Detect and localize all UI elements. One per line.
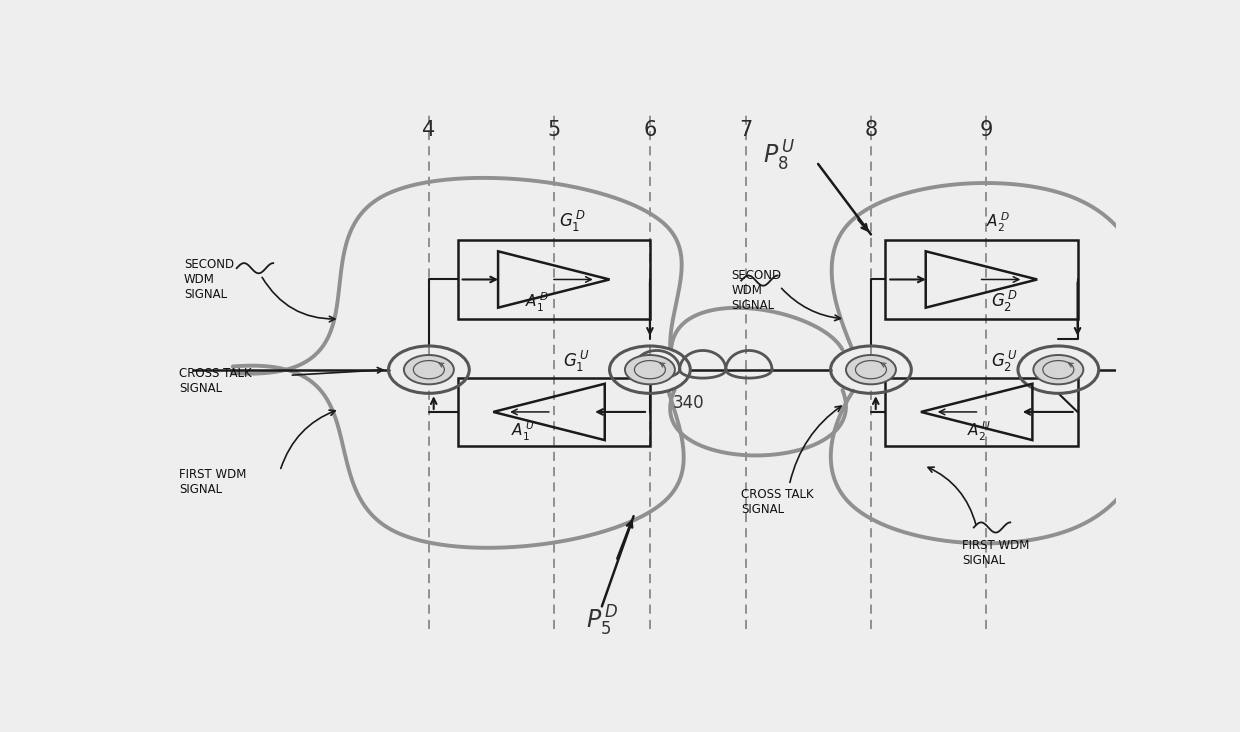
- Text: $G_1^{\,U}$: $G_1^{\,U}$: [563, 348, 590, 373]
- Bar: [458, 240, 650, 319]
- Text: CROSS TALK
SIGNAL: CROSS TALK SIGNAL: [179, 367, 252, 395]
- Circle shape: [404, 355, 454, 384]
- Text: 9: 9: [980, 120, 993, 140]
- Text: SECOND
WDM
SIGNAL: SECOND WDM SIGNAL: [184, 258, 234, 301]
- Text: 340: 340: [672, 395, 704, 412]
- Bar: [885, 240, 1078, 319]
- Text: $P_5^{\,D}$: $P_5^{\,D}$: [585, 603, 619, 638]
- Bar: [885, 378, 1078, 446]
- Text: $P_8^{\,U}$: $P_8^{\,U}$: [764, 138, 796, 173]
- Text: 4: 4: [423, 120, 435, 140]
- Text: $G_2^{\,D}$: $G_2^{\,D}$: [991, 289, 1018, 315]
- Text: $G_2^{\,U}$: $G_2^{\,U}$: [991, 348, 1017, 373]
- Text: CROSS TALK
SIGNAL: CROSS TALK SIGNAL: [742, 488, 813, 516]
- Text: FIRST WDM
SIGNAL: FIRST WDM SIGNAL: [962, 539, 1029, 567]
- Circle shape: [1033, 355, 1084, 384]
- Text: 6: 6: [644, 120, 657, 140]
- Circle shape: [625, 355, 675, 384]
- Text: $A_2^{\,U}$: $A_2^{\,U}$: [967, 420, 991, 444]
- Text: $A_1^{\,U}$: $A_1^{\,U}$: [511, 420, 534, 444]
- Text: $G_1^{\,D}$: $G_1^{\,D}$: [559, 209, 585, 234]
- Text: FIRST WDM
SIGNAL: FIRST WDM SIGNAL: [179, 468, 247, 496]
- Bar: [458, 378, 650, 446]
- Text: 8: 8: [864, 120, 878, 140]
- Text: $A_2^{\,D}$: $A_2^{\,D}$: [986, 212, 1011, 234]
- Text: 5: 5: [547, 120, 560, 140]
- Text: 7: 7: [739, 120, 753, 140]
- Text: SECOND
WDM
SIGNAL: SECOND WDM SIGNAL: [732, 269, 781, 313]
- Circle shape: [846, 355, 897, 384]
- Text: $A_1^{\,D}$: $A_1^{\,D}$: [525, 291, 549, 315]
